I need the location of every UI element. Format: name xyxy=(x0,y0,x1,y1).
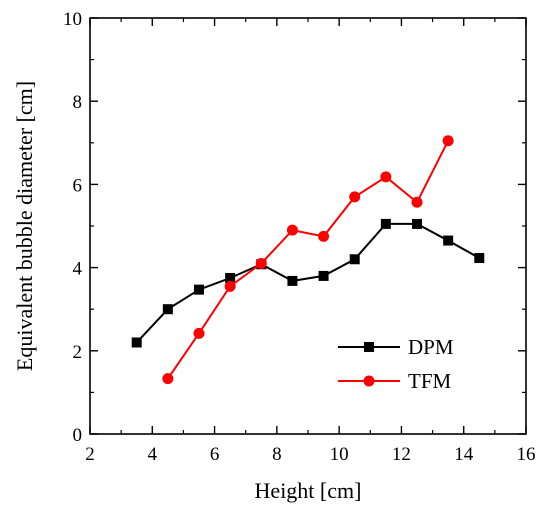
data-point-tfm xyxy=(411,196,423,208)
y-tick-label: 8 xyxy=(73,92,83,113)
data-point-dpm xyxy=(412,218,422,229)
legend-label-tfm: TFM xyxy=(408,369,452,393)
x-axis-title: Height [cm] xyxy=(255,478,362,503)
y-tick-label: 10 xyxy=(63,9,82,30)
x-tick-label: 8 xyxy=(272,444,282,465)
data-point-tfm xyxy=(318,230,330,242)
legend-label-dpm: DPM xyxy=(408,335,454,359)
data-point-tfm xyxy=(224,280,236,292)
series-layer xyxy=(131,135,485,385)
y-tick-label: 4 xyxy=(73,259,83,280)
legend: DPM TFM xyxy=(338,335,454,393)
x-tick-label: 2 xyxy=(85,444,95,465)
legend-item-dpm: DPM xyxy=(338,335,454,359)
data-point-dpm xyxy=(443,235,454,246)
data-point-dpm xyxy=(131,337,142,348)
data-point-dpm xyxy=(194,284,204,295)
x-tick-label: 4 xyxy=(148,444,158,465)
y-tick-label: 6 xyxy=(73,175,83,196)
data-point-dpm xyxy=(162,304,173,315)
data-point-dpm xyxy=(380,218,391,229)
data-point-tfm xyxy=(162,373,174,385)
data-point-tfm xyxy=(193,327,205,339)
data-point-tfm xyxy=(286,224,298,236)
y-tick-label: 2 xyxy=(73,342,83,363)
data-point-dpm xyxy=(318,270,329,281)
data-point-dpm xyxy=(349,254,360,265)
data-point-tfm xyxy=(349,191,361,203)
plot-frame xyxy=(89,17,527,435)
series-line-dpm xyxy=(135,222,480,344)
x-tick-label: 14 xyxy=(454,444,474,465)
x-tick-label: 12 xyxy=(392,444,411,465)
x-tick-label: 6 xyxy=(210,444,220,465)
y-axis-title: Equivalent bubble diameter [cm] xyxy=(12,81,37,371)
axis-ticks xyxy=(89,17,527,435)
y-tick-label: 0 xyxy=(73,425,83,446)
legend-marker-dpm xyxy=(364,342,374,352)
series-tfm xyxy=(162,135,454,385)
legend-marker-tfm xyxy=(363,375,375,387)
data-point-tfm xyxy=(255,257,267,269)
data-point-dpm xyxy=(225,273,236,283)
x-tick-label: 10 xyxy=(330,444,349,465)
series-dpm xyxy=(131,218,485,348)
data-point-tfm xyxy=(442,135,454,147)
series-line-tfm xyxy=(167,140,450,380)
data-point-tfm xyxy=(380,171,392,183)
data-point-dpm xyxy=(474,253,485,264)
x-tick-label: 16 xyxy=(517,444,536,465)
legend-item-tfm: TFM xyxy=(338,369,452,393)
data-point-dpm xyxy=(287,275,298,286)
